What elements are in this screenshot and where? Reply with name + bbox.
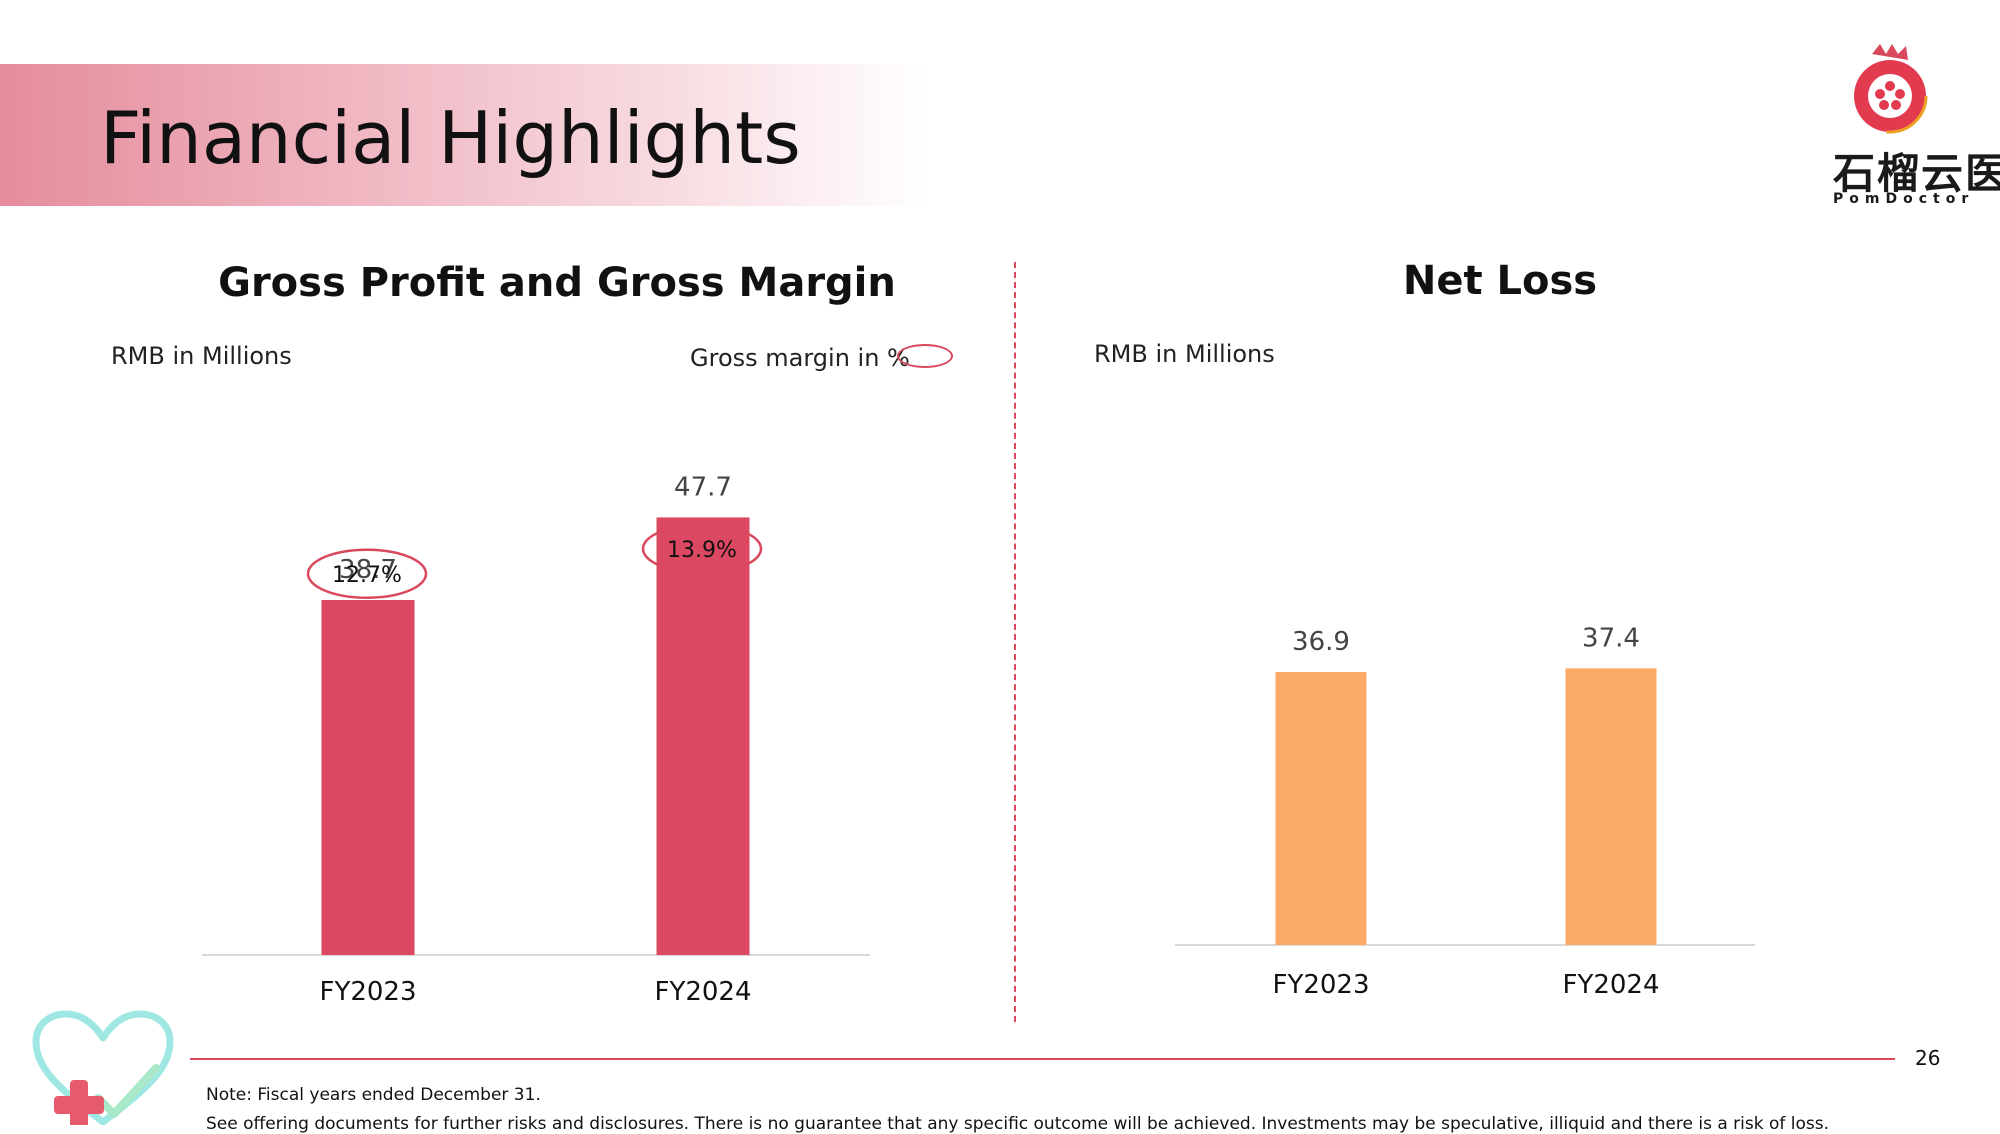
- gross-profit-value-label: 38.7: [339, 555, 397, 585]
- gross-margin-ellipse: [306, 548, 428, 599]
- gross-margin-legend-ellipse: [897, 344, 953, 368]
- net-loss-bar: [1275, 672, 1367, 945]
- page-number: 26: [1915, 1046, 1941, 1070]
- net-loss-bar: [1565, 668, 1657, 945]
- net-loss-value-label: 37.4: [1582, 623, 1640, 653]
- footer-rule: [190, 1058, 1895, 1060]
- gross-profit-category-label: FY2024: [654, 977, 751, 1007]
- net-loss-chart-title: Net Loss: [1402, 258, 1598, 304]
- gross-profit-value-label: 47.7: [674, 472, 732, 502]
- logo-text-en: PomDoctor: [1833, 191, 1975, 207]
- page-title: Financial Highlights: [100, 96, 801, 180]
- net-loss-category-label: FY2023: [1272, 970, 1369, 1000]
- gross-margin-label: 12.7%: [332, 563, 402, 588]
- section-divider: [1014, 262, 1016, 1022]
- footer-disclaimer: See offering documents for further risks…: [206, 1114, 1830, 1134]
- gross-margin-label: 13.9%: [667, 538, 737, 563]
- net-loss-value-label: 36.9: [1292, 627, 1350, 657]
- net-loss-unit-label: RMB in Millions: [1094, 340, 1275, 368]
- net-loss-category-label: FY2024: [1562, 970, 1659, 1000]
- gross-profit-category-label: FY2023: [319, 977, 416, 1007]
- heart-health-icon: [32, 1010, 174, 1125]
- gross-profit-bar: [321, 600, 415, 955]
- gross-margin-ellipse: [641, 523, 763, 574]
- gross-profit-bar: [656, 517, 750, 955]
- footer-note: Note: Fiscal years ended December 31.: [206, 1085, 541, 1105]
- gross-profit-chart-title: Gross Profit and Gross Margin: [218, 260, 896, 306]
- title-band: [0, 64, 930, 206]
- pomdoctor-logo-icon: [1852, 44, 1928, 134]
- gross-margin-legend-label: Gross margin in %: [690, 344, 910, 372]
- logo-text-cn: 石榴云医: [1833, 149, 2000, 198]
- gross-profit-unit-label: RMB in Millions: [111, 342, 292, 370]
